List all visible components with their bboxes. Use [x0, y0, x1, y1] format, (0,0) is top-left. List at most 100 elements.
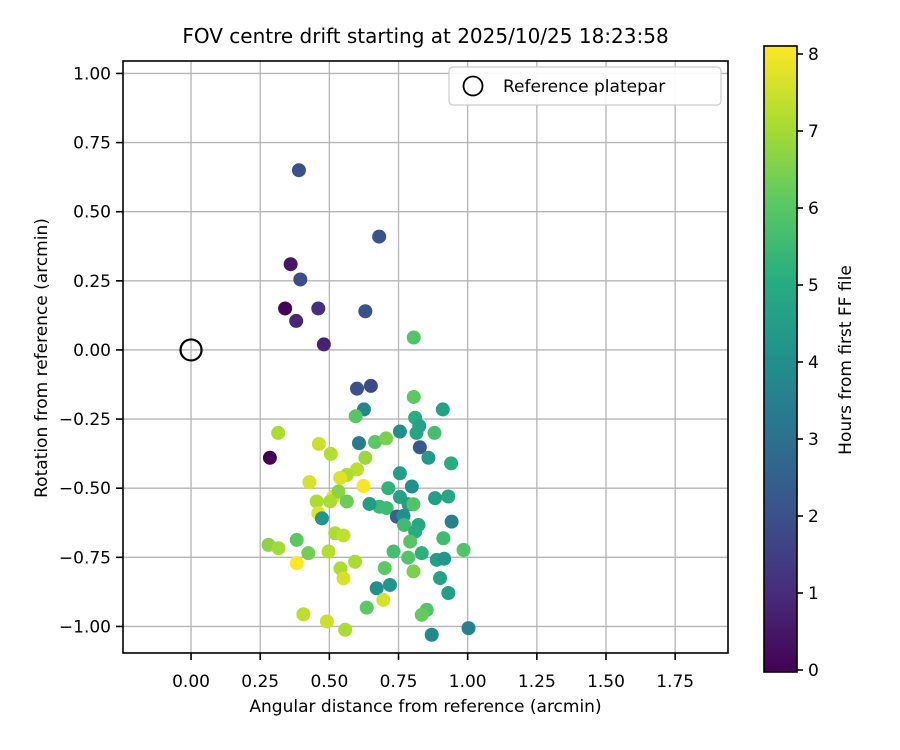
- colorbar-tick-label: 7: [808, 122, 819, 142]
- scatter-point: [319, 614, 334, 629]
- scatter-point: [350, 462, 365, 477]
- scatter-point: [382, 577, 397, 592]
- scatter-point: [309, 494, 324, 509]
- colorbar-label: Hours from first FF file: [836, 265, 856, 455]
- scatter-point: [386, 544, 401, 559]
- x-axis-tick-label: 1.00: [449, 672, 487, 692]
- y-axis-tick-label: 0.25: [73, 272, 111, 292]
- scatter-point: [336, 571, 351, 586]
- scatter-point: [436, 531, 451, 546]
- scatter-point: [289, 313, 304, 328]
- scatter-point: [441, 489, 456, 504]
- scatter-point: [323, 494, 338, 509]
- scatter-point: [461, 621, 476, 636]
- scatter-point: [302, 475, 317, 490]
- legend-label: Reference platepar: [503, 77, 665, 97]
- scatter-point: [333, 470, 348, 485]
- plot-background: [123, 61, 728, 653]
- colorbar-border: [763, 45, 798, 673]
- scatter-point: [358, 304, 373, 319]
- scatter-point: [412, 440, 427, 455]
- scatter-point: [372, 229, 387, 244]
- scatter-point: [271, 541, 286, 556]
- scatter-point: [377, 561, 392, 576]
- scatter-point: [271, 425, 286, 440]
- x-axis-tick-label: 0.75: [380, 672, 418, 692]
- x-axis-tick-label: 0.50: [310, 672, 348, 692]
- y-axis-label: Rotation from reference (arcmin): [32, 218, 52, 498]
- scatter-point: [376, 592, 391, 607]
- reference-marker: [179, 338, 203, 362]
- scatter-point: [406, 389, 421, 404]
- scatter-point: [421, 450, 436, 465]
- scatter-point: [437, 551, 452, 566]
- scatter-point: [392, 466, 407, 481]
- scatter-point: [262, 450, 277, 465]
- scatter-point: [424, 627, 439, 642]
- scatter-point: [381, 481, 396, 496]
- scatter-point: [392, 424, 407, 439]
- scatter-point: [444, 514, 459, 529]
- scatter-point: [414, 607, 429, 622]
- colorbar-tick-label: 8: [808, 45, 819, 65]
- scatter-point: [339, 494, 354, 509]
- x-axis-tick-label: 0.25: [241, 672, 279, 692]
- y-axis-tick-label: 0.00: [73, 341, 111, 361]
- x-axis-tick-label: 1.50: [587, 672, 625, 692]
- colorbar-tick-label: 3: [808, 430, 819, 450]
- scatter-point: [406, 497, 421, 512]
- scatter-point: [414, 546, 429, 561]
- scatter-point: [409, 425, 424, 440]
- scatter-point: [348, 554, 363, 569]
- scatter-point: [331, 484, 346, 499]
- scatter-point: [428, 491, 443, 506]
- colorbar-tick-label: 0: [808, 661, 819, 681]
- scatter-point: [363, 378, 378, 393]
- scatter-point: [362, 496, 377, 511]
- scatter-point: [379, 501, 394, 516]
- scatter-point: [336, 528, 351, 543]
- plot-title: FOV centre drift starting at 2025/10/25 …: [182, 24, 669, 48]
- scatter-point: [278, 301, 293, 316]
- y-axis-tick-label: −0.25: [59, 410, 111, 430]
- scatter-point: [369, 581, 384, 596]
- scatter-point: [323, 446, 338, 461]
- scatter-point: [444, 456, 459, 471]
- legend-marker-icon: [462, 75, 484, 97]
- scatter-point: [404, 479, 419, 494]
- y-axis-tick-label: 0.75: [73, 134, 111, 154]
- scatter-point: [321, 544, 336, 559]
- y-axis-tick-label: −0.75: [59, 548, 111, 568]
- legend-box: [448, 66, 722, 106]
- y-axis-tick-label: 0.50: [73, 203, 111, 223]
- scatter-point: [291, 163, 306, 178]
- scatter-point: [427, 425, 442, 440]
- colorbar-tick-label: 2: [808, 507, 819, 527]
- y-axis-tick-label: −0.50: [59, 479, 111, 499]
- x-axis-tick-label: 0.00: [172, 672, 210, 692]
- scatter-point: [348, 409, 363, 424]
- scatter-point: [379, 431, 394, 446]
- colorbar-tick-label: 4: [808, 353, 819, 373]
- scatter-point: [293, 272, 308, 287]
- colorbar-gradient: [764, 46, 797, 672]
- scatter-point: [283, 257, 298, 272]
- x-axis-label: Angular distance from reference (arcmin): [249, 697, 602, 717]
- scatter-point: [311, 301, 326, 316]
- x-axis-tick-label: 1.25: [518, 672, 556, 692]
- scatter-point: [316, 337, 331, 352]
- scatter-point: [311, 436, 326, 451]
- y-axis-tick-label: 1.00: [73, 64, 111, 84]
- scatter-point: [338, 622, 353, 637]
- scatter-point: [356, 478, 371, 493]
- scatter-point: [456, 542, 471, 557]
- scatter-point: [397, 517, 412, 532]
- scatter-point: [296, 607, 311, 622]
- scatter-point: [435, 402, 450, 417]
- scatter-point: [359, 600, 374, 615]
- scatter-point: [358, 450, 373, 465]
- scatter-point: [368, 435, 383, 450]
- colorbar-tick-label: 1: [808, 584, 819, 604]
